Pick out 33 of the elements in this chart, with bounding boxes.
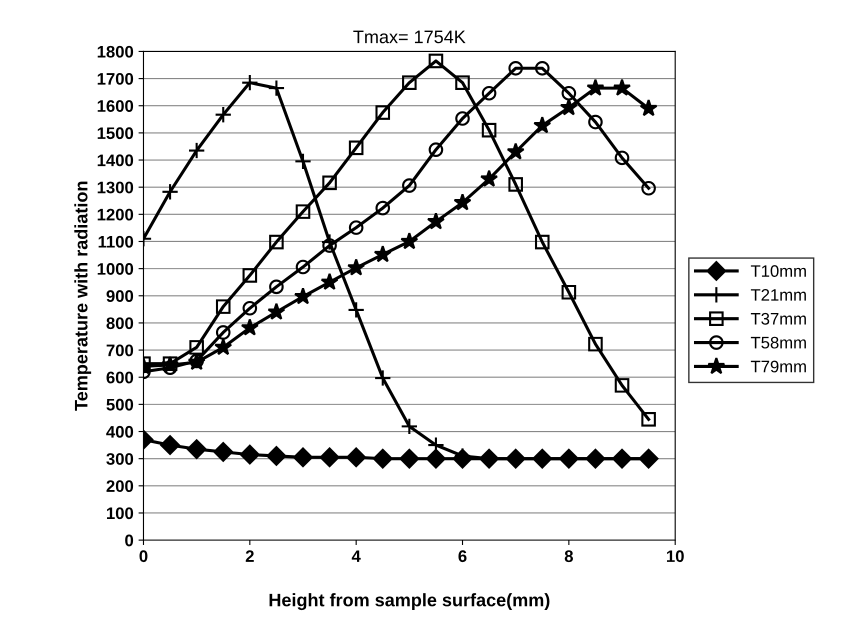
- x-tick-label: 2: [246, 550, 254, 562]
- y-tick-label: 900: [106, 290, 134, 302]
- y-tick-label: 1200: [98, 208, 134, 221]
- y-tick-label: 1600: [98, 100, 134, 112]
- y-tick-label: 500: [106, 398, 134, 411]
- y-tick-label: 1100: [98, 236, 134, 248]
- y-tick-label: 0: [125, 534, 134, 546]
- y-tick-label: 1800: [98, 46, 134, 58]
- y-tick-label: 700: [106, 344, 134, 356]
- y-tick-label: 400: [106, 426, 134, 438]
- y-tick-label: 600: [106, 372, 134, 384]
- y-tick-label: 300: [106, 453, 134, 465]
- y-tick-label: 800: [106, 317, 134, 330]
- x-tick-label: 6: [458, 550, 467, 562]
- x-axis-title: Height from sample surface(mm): [270, 593, 550, 610]
- y-tick-label: 1400: [98, 154, 134, 166]
- y-tick-label: 1700: [98, 72, 134, 85]
- y-axis-title: Temperature with radiation: [74, 182, 92, 411]
- y-tick-label: 1000: [98, 263, 134, 275]
- legend-label: T58mm: [750, 336, 806, 349]
- chart-title: Tmax= 1754K: [353, 30, 466, 44]
- legend-label: T37mm: [750, 312, 806, 325]
- x-tick-label: 10: [666, 550, 684, 562]
- y-tick-label: 100: [107, 507, 134, 520]
- y-tick-label: 1300: [98, 182, 134, 194]
- x-tick-label: 4: [352, 550, 361, 562]
- legend-label: T79mm: [750, 360, 806, 372]
- y-tick-label: 200: [106, 480, 134, 492]
- y-tick-label: 1500: [98, 127, 134, 140]
- x-tick-label: 0: [140, 550, 148, 562]
- legend-label: T10mm: [750, 265, 806, 277]
- legend-label: T21mm: [750, 289, 806, 301]
- x-tick-label: 8: [564, 550, 573, 562]
